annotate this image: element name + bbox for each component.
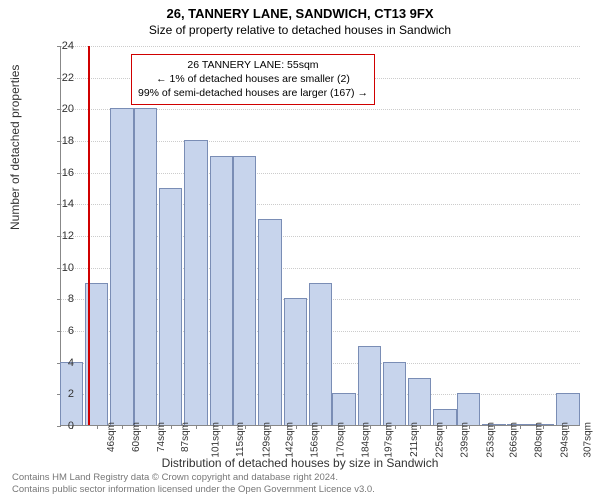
ytick-mark [57,46,61,47]
xtick-mark [296,425,297,429]
xtick-label: 142sqm [285,422,296,458]
xtick-mark [122,425,123,429]
histogram-bar [332,393,355,425]
histogram-bar [184,140,207,425]
ytick-mark [57,141,61,142]
y-axis-label: Number of detached properties [8,65,22,230]
histogram-bar [358,346,381,425]
xtick-mark [245,425,246,429]
ytick-label: 12 [62,230,74,242]
ytick-label: 8 [68,293,74,305]
annotation-line1: 26 TANNERY LANE: 55sqm [138,58,368,72]
histogram-bar [159,188,182,426]
xtick-mark [568,425,569,429]
ytick-label: 0 [68,420,74,432]
xtick-mark [395,425,396,429]
gridline [61,46,580,47]
histogram-bar [233,156,256,425]
xtick-mark [469,425,470,429]
xtick-label: 211sqm [409,422,420,457]
xtick-label: 60sqm [131,422,142,452]
ytick-label: 22 [62,72,74,84]
ytick-mark [57,78,61,79]
ytick-mark [57,426,61,427]
xtick-mark [171,425,172,429]
chart-container: 26, TANNERY LANE, SANDWICH, CT13 9FX Siz… [0,0,600,500]
xtick-label: 266sqm [509,422,520,458]
ytick-label: 2 [68,388,74,400]
x-axis-label: Distribution of detached houses by size … [0,456,600,470]
xtick-mark [97,425,98,429]
xtick-mark [344,425,345,429]
xtick-mark [494,425,495,429]
ytick-mark [57,236,61,237]
chart-title: 26, TANNERY LANE, SANDWICH, CT13 9FX [0,0,600,21]
xtick-mark [222,425,223,429]
annotation-line3: 99% of semi-detached houses are larger (… [138,86,368,100]
histogram-bar [556,393,579,425]
annotation-line2: ← 1% of detached houses are smaller (2) [138,72,368,86]
ytick-label: 20 [62,103,74,115]
xtick-mark [321,425,322,429]
xtick-mark [543,425,544,429]
histogram-bar [408,378,431,426]
xtick-label: 225sqm [435,422,446,458]
plot-area: 46sqm60sqm74sqm87sqm101sqm115sqm129sqm14… [60,46,580,426]
ytick-label: 24 [62,40,74,52]
xtick-mark [146,425,147,429]
ytick-mark [57,204,61,205]
xtick-mark [520,425,521,429]
ytick-mark [57,268,61,269]
xtick-mark [420,425,421,429]
histogram-bar [383,362,406,425]
histogram-bar [457,393,480,425]
ytick-label: 16 [62,167,74,179]
ytick-label: 10 [62,262,74,274]
ytick-mark [57,299,61,300]
xtick-label: 156sqm [310,422,321,458]
histogram-bar [210,156,233,425]
chart-subtitle: Size of property relative to detached ho… [0,21,600,37]
footer-line1: Contains HM Land Registry data © Crown c… [12,472,375,484]
ytick-label: 14 [62,198,74,210]
ytick-label: 18 [62,135,74,147]
xtick-mark [270,425,271,429]
reference-line [88,46,90,425]
histogram-bar [284,298,307,425]
xtick-label: 87sqm [180,422,191,452]
xtick-mark [370,425,371,429]
histogram-bar [309,283,332,426]
histogram-bar [134,108,157,425]
histogram-bar [258,219,281,425]
xtick-mark [196,425,197,429]
ytick-label: 4 [68,357,74,369]
footer-line2: Contains public sector information licen… [12,484,375,496]
footer-attribution: Contains HM Land Registry data © Crown c… [12,472,375,496]
ytick-mark [57,173,61,174]
histogram-bar [110,108,133,425]
annotation-box: 26 TANNERY LANE: 55sqm ← 1% of detached … [131,54,375,105]
plot-wrap: 46sqm60sqm74sqm87sqm101sqm115sqm129sqm14… [60,46,580,426]
xtick-mark [446,425,447,429]
xtick-label: 101sqm [211,422,222,458]
ytick-mark [57,109,61,110]
xtick-label: 46sqm [106,422,117,452]
ytick-label: 6 [68,325,74,337]
ytick-mark [57,331,61,332]
xtick-label: 307sqm [583,422,594,458]
xtick-label: 74sqm [156,422,167,452]
xtick-label: 197sqm [384,422,395,458]
